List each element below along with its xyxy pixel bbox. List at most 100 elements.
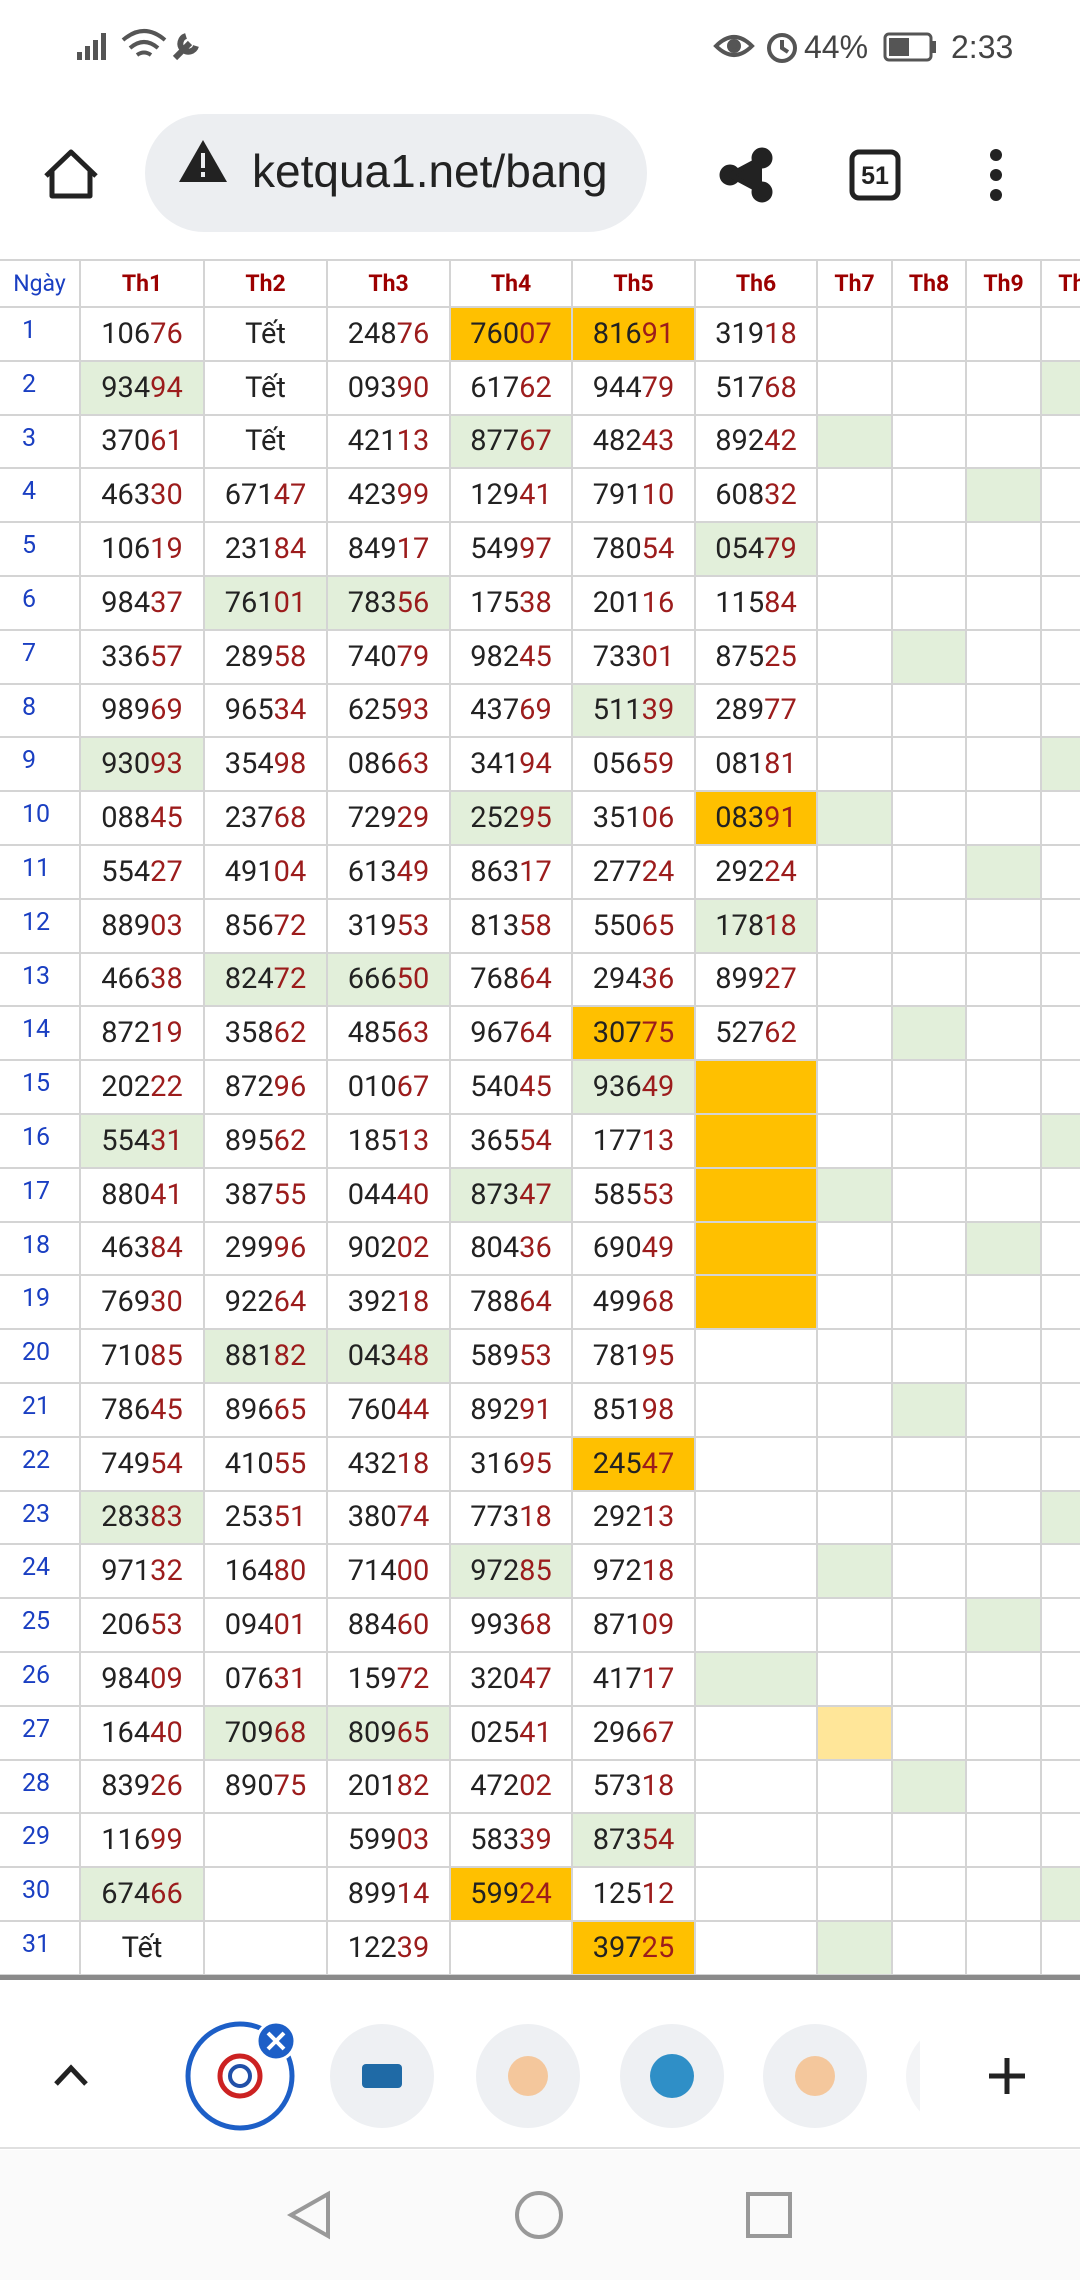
digits: 99 (396, 478, 430, 513)
result-cell: 380 74 (328, 1491, 451, 1546)
day-label: 4 (0, 469, 81, 524)
digits: 30 (150, 478, 183, 513)
result-cell (696, 1760, 818, 1815)
result-cell: 437 69 (451, 684, 573, 739)
result-cell: 809 65 (328, 1706, 451, 1761)
digits: 64 (519, 1285, 552, 1320)
digits: 42 (764, 424, 797, 459)
result-cell: 936 49 (573, 1061, 696, 1115)
digits: 839 (101, 1769, 151, 1804)
digits: 25 (764, 639, 797, 674)
digits: 34 (273, 693, 307, 728)
digits: 410 (224, 1446, 274, 1481)
digits: 18 (764, 316, 797, 351)
digits: 82 (396, 1769, 430, 1804)
result-cell (967, 1491, 1042, 1546)
digits: 421 (347, 424, 397, 459)
digits: 68 (764, 370, 797, 405)
result-cell (1042, 1761, 1080, 1815)
digits: 177 (592, 1123, 642, 1158)
digits: 31 (273, 1661, 307, 1696)
result-cell (893, 1491, 967, 1546)
result-cell: 245 47 (573, 1437, 696, 1492)
tabs-button[interactable] (849, 149, 901, 201)
result-cell: 666 50 (328, 953, 451, 1008)
navigation-bar (0, 2150, 1080, 2280)
day-label: 11 (0, 846, 81, 900)
digits: 159 (347, 1661, 397, 1696)
result-cell (1042, 1115, 1080, 1169)
digits: 585 (592, 1177, 642, 1212)
new-tab-button[interactable] (989, 2058, 1025, 2094)
url-bar[interactable] (145, 114, 647, 232)
result-cell: 690 49 (573, 1222, 696, 1277)
digits: 01 (273, 585, 307, 620)
home-nav-button[interactable] (515, 2191, 563, 2239)
result-cell: 589 53 (451, 1330, 573, 1384)
result-cell: 599 24 (451, 1868, 573, 1922)
digits: 043 (347, 1339, 397, 1374)
result-cell: 895 62 (205, 1115, 328, 1169)
tab-icon[interactable] (330, 2024, 434, 2128)
digits: 12 (641, 1877, 675, 1912)
result-cell: 585 53 (573, 1168, 696, 1223)
result-cell: 292 13 (573, 1491, 696, 1546)
url-text[interactable]: ketqua1.net/bang (252, 145, 608, 197)
collapse-button[interactable] (54, 2064, 88, 2086)
result-cell: 482 43 (573, 415, 696, 470)
result-cell: 423 99 (328, 469, 451, 524)
result-cell: 201 82 (328, 1760, 451, 1815)
result-cell: 206 53 (81, 1599, 205, 1653)
digits: 625 (347, 693, 397, 728)
result-cell (893, 1276, 967, 1331)
share-button[interactable] (719, 147, 773, 203)
result-cell (818, 792, 893, 846)
digits: 75 (273, 1769, 307, 1804)
result-cell: 472 02 (451, 1760, 573, 1815)
digits: 485 (347, 1016, 397, 1051)
result-cell: Tết (205, 415, 328, 470)
result-cell (1042, 1384, 1080, 1438)
digits: 02 (519, 1769, 552, 1804)
digits: 392 (347, 1285, 397, 1320)
digits: 13 (641, 1500, 675, 1535)
result-cell: 889 03 (81, 899, 205, 954)
battery-percent: 44% (804, 29, 868, 65)
result-cell (893, 308, 967, 362)
digits: 45 (519, 639, 552, 674)
result-cell (967, 1545, 1042, 1600)
result-cell (1042, 1276, 1080, 1331)
digits: 463 (101, 478, 151, 513)
result-cell: 129 41 (451, 469, 573, 524)
tab-icon[interactable] (763, 2024, 867, 2128)
digits: 13 (396, 1123, 430, 1158)
result-cell: 252 95 (451, 792, 573, 846)
result-cell (818, 469, 893, 524)
result-cell: 164 40 (81, 1706, 205, 1761)
digits: 64 (519, 962, 552, 997)
column-header: Th5 (573, 259, 696, 308)
home-button[interactable] (44, 149, 98, 199)
day-label: 6 (0, 577, 81, 631)
digits: 26 (150, 1769, 183, 1804)
digits: 84 (273, 532, 307, 567)
result-cell: 549 97 (451, 523, 573, 577)
recents-button[interactable] (746, 2192, 792, 2238)
tab-icon[interactable] (620, 2024, 724, 2128)
result-cell (967, 1007, 1042, 1062)
close-tab-button[interactable] (255, 2020, 297, 2062)
result-cell: 351 06 (573, 792, 696, 846)
digits: 62 (519, 370, 552, 405)
column-header: Th4 (451, 259, 573, 308)
tab-icon[interactable] (476, 2024, 580, 2128)
back-button[interactable] (286, 2190, 330, 2240)
result-cell: 122 39 (328, 1922, 451, 1976)
digits: 599 (470, 1877, 520, 1912)
digits: 511 (592, 693, 642, 728)
day-label: 12 (0, 899, 81, 954)
digits: 19 (150, 1016, 183, 1051)
digits: 68 (273, 801, 307, 836)
menu-button[interactable] (990, 149, 1002, 201)
column-header: Th7 (818, 259, 893, 308)
day-label: 1 (0, 308, 81, 362)
